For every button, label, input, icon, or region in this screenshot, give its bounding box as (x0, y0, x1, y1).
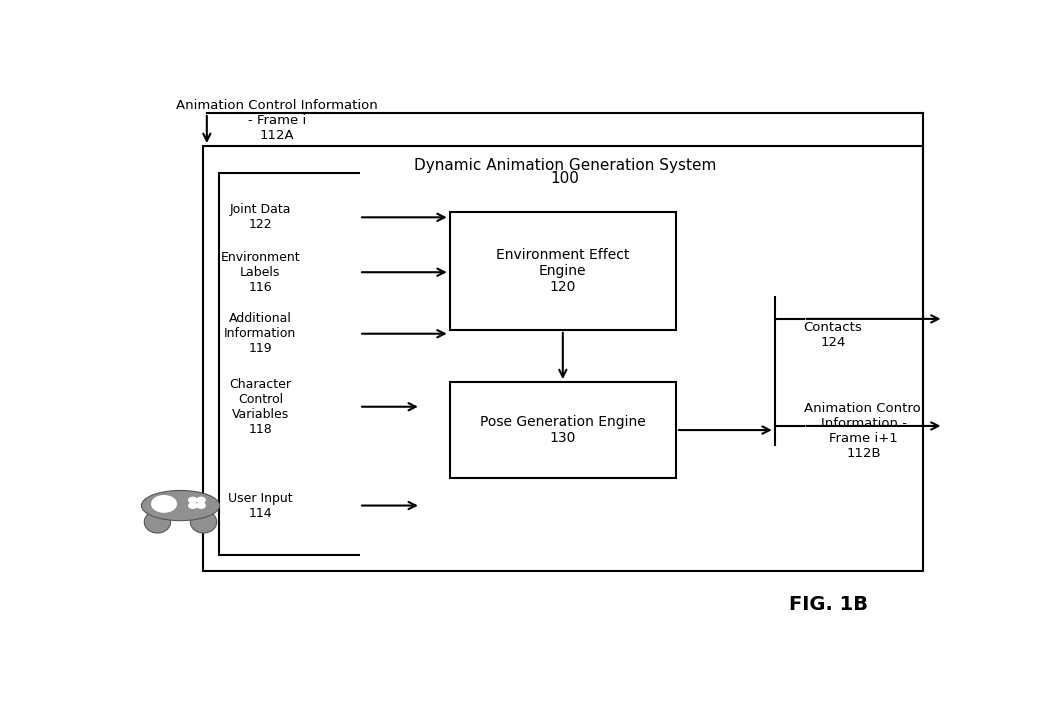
Text: Animation Control
Information -
Frame i+1
112B: Animation Control Information - Frame i+… (804, 402, 924, 461)
Circle shape (196, 498, 205, 503)
Text: 100: 100 (550, 171, 579, 186)
Text: Joint Data
122: Joint Data 122 (229, 203, 291, 231)
Bar (449, 382, 676, 478)
Ellipse shape (144, 511, 171, 533)
Ellipse shape (190, 511, 217, 533)
Circle shape (152, 496, 176, 512)
Text: Environment Effect
Engine
120: Environment Effect Engine 120 (496, 247, 630, 294)
Text: Character
Control
Variables
118: Character Control Variables 118 (229, 378, 291, 436)
Text: Contacts
124: Contacts 124 (804, 322, 862, 349)
Text: Animation Control Information
- Frame i
112A: Animation Control Information - Frame i … (176, 99, 378, 143)
Text: Environment
Labels
116: Environment Labels 116 (221, 251, 301, 294)
Circle shape (196, 503, 205, 508)
Circle shape (189, 498, 196, 503)
Circle shape (189, 503, 196, 508)
Text: FIG. 1B: FIG. 1B (789, 595, 868, 614)
Ellipse shape (141, 491, 220, 520)
Text: Dynamic Animation Generation System: Dynamic Animation Generation System (414, 158, 716, 173)
Text: Additional
Information
119: Additional Information 119 (224, 312, 296, 355)
Text: Pose Generation Engine
130: Pose Generation Engine 130 (480, 415, 646, 445)
Bar (203, 146, 923, 571)
Text: User Input
114: User Input 114 (228, 491, 293, 520)
Bar (449, 212, 676, 330)
